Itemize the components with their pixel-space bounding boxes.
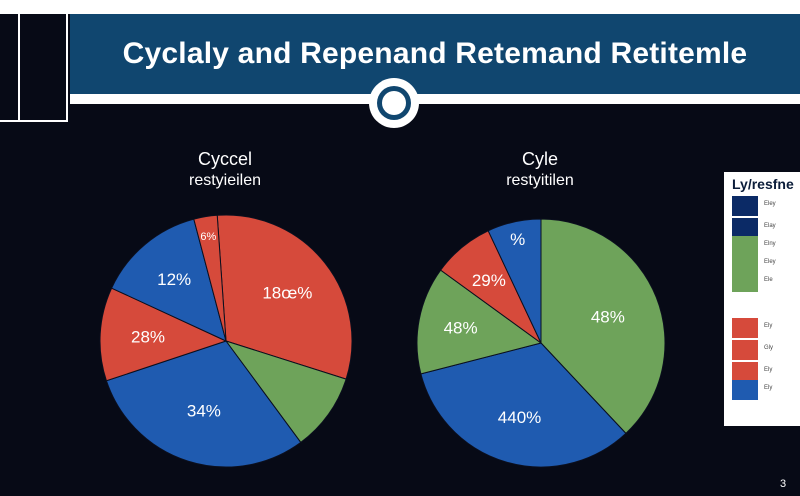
chart2-slice-4-label: 29% <box>472 271 506 290</box>
chart1-slice-2 <box>224 340 347 444</box>
legend-swatch <box>732 362 758 382</box>
banner-underline <box>70 94 800 104</box>
chart1-slice-1-label: 18œ% <box>262 284 312 303</box>
corner-frame-bar <box>18 0 20 120</box>
chart2-slice-3 <box>416 269 543 375</box>
legend-panel: Ly/resfne Eley Elay Elny Eley Ele Ely Gly Ely El… <box>724 172 800 426</box>
legend-label: Ely <box>764 385 773 391</box>
legend-item: Ely <box>732 380 800 400</box>
chart1-slice-6 <box>193 214 227 342</box>
chart2-subtitle: restyitilen <box>506 172 574 189</box>
legend-label: Elay <box>764 223 776 229</box>
legend-label: Eley <box>764 259 776 265</box>
chart2-slice-2 <box>420 342 627 468</box>
corner-frame <box>0 0 68 122</box>
chart2-title: Cyle <box>521 149 558 169</box>
legend-label: Eley <box>764 201 776 207</box>
ring-ornament-inner <box>377 86 411 120</box>
legend-swatch <box>732 196 758 216</box>
legend-swatch <box>732 272 758 292</box>
chart1-subtitle: restyieilen <box>188 172 262 189</box>
chart2-slice-3-label: 48% <box>444 319 478 338</box>
slide-title: Cyclaly and Repenand Retemand Retitemle <box>122 37 748 70</box>
chart2-heading: Cyle restyitilen <box>440 148 640 192</box>
legend-label: Ely <box>764 367 773 373</box>
chart1-heading: Cyccel restyieilen <box>125 148 325 192</box>
legend-item: Ele <box>732 272 800 292</box>
page-number: 3 <box>780 478 787 490</box>
chart1-slice-5 <box>110 218 227 342</box>
pie-chart-1: 18œ% 34% 28% 12% 6% <box>99 214 353 468</box>
legend-swatch <box>732 254 758 274</box>
legend-swatch <box>732 318 758 338</box>
legend-swatch <box>732 218 758 238</box>
legend-item: Ely <box>732 318 800 338</box>
chart1-title: Cyccel <box>197 149 252 169</box>
legend-item: Eley <box>732 254 800 274</box>
chart1-slice-4-label: 28% <box>131 328 165 347</box>
legend-label: Gly <box>764 345 773 351</box>
legend-item: Eley <box>732 196 800 216</box>
legend-title: Ly/resfne <box>732 176 794 192</box>
legend-swatch <box>732 236 758 256</box>
legend-label: Ely <box>764 323 773 329</box>
chart2-slice-2-label: 440% <box>498 408 541 427</box>
legend-item: Elny <box>732 236 800 256</box>
chart2-slice-5-label: % <box>510 230 525 249</box>
chart1-slice-3 <box>105 340 302 468</box>
legend-swatch <box>732 380 758 400</box>
ring-ornament-icon <box>369 78 419 128</box>
chart1-slice-1 <box>216 214 353 380</box>
legend-item: Gly <box>732 340 800 360</box>
legend-swatch <box>732 340 758 360</box>
chart1-slice-3-label: 34% <box>187 402 221 421</box>
ring-ornament-core <box>382 91 406 115</box>
chart2-slice-5 <box>487 218 542 344</box>
chart2-slice-1 <box>540 218 666 435</box>
legend-item: Elay <box>732 218 800 238</box>
legend-item: Ely <box>732 362 800 382</box>
pie-chart-2: 48% 440% 48% 29%% <box>416 218 666 468</box>
legend-label: Ele <box>764 277 773 283</box>
chart1-slice-4 <box>99 287 228 382</box>
chart2-slice-1-label: 48% <box>591 308 625 327</box>
top-border <box>0 0 800 14</box>
chart1-slice-5-label: 12% <box>157 270 191 289</box>
chart1-slice-6-label: 6% <box>200 231 216 243</box>
title-banner: Cyclaly and Repenand Retemand Retitemle <box>70 14 800 94</box>
legend-label: Elny <box>764 241 776 247</box>
